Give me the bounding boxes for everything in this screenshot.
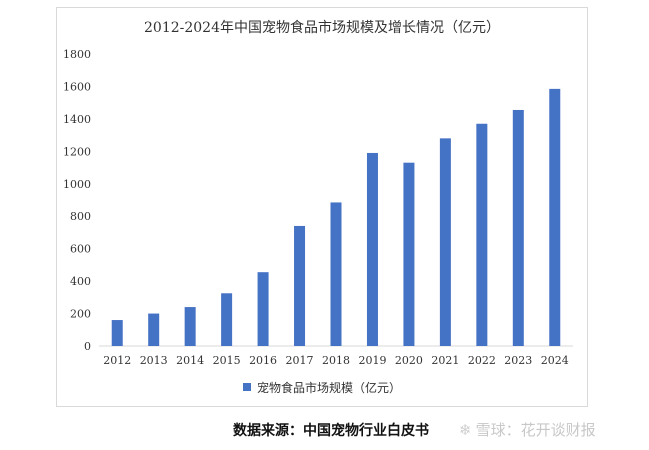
bar-2015: [221, 293, 233, 346]
x-tick-label: 2022: [468, 354, 496, 367]
bar-2024: [549, 88, 561, 346]
bar-2012: [111, 320, 123, 346]
chart-plot: 0 200 400 600 800 1000 1200 1400 1600 1800 2012 20…: [63, 48, 573, 367]
legend: 宠物食品市场规模（亿元）: [57, 379, 587, 396]
chart-frame: 2012-2024年中国宠物食品市场规模及增长情况（亿元） 0 200 400 600…: [56, 7, 588, 407]
x-tick-label: 2015: [213, 354, 241, 367]
legend-label: 宠物食品市场规模（亿元）: [256, 381, 401, 395]
y-tick-label: 800: [70, 210, 91, 223]
x-tick-label: 2013: [140, 354, 168, 367]
y-tick-label: 0: [84, 340, 91, 353]
x-tick-label: 2021: [431, 354, 459, 367]
y-tick-label: 400: [70, 275, 91, 288]
x-tick-label: 2016: [249, 354, 277, 367]
x-tick-label: 2012: [103, 354, 131, 367]
y-tick-label: 1400: [63, 113, 91, 126]
chart-title: 2012-2024年中国宠物食品市场规模及增长情况（亿元）: [144, 20, 500, 36]
watermark-text: 雪球：花开谈财报: [475, 421, 596, 439]
snowball-logo-icon: ❄: [459, 421, 472, 439]
bar-2018: [330, 202, 342, 346]
x-tick-label: 2019: [358, 354, 386, 367]
y-tick-label: 1200: [63, 145, 91, 158]
bar-2021: [439, 138, 451, 346]
x-tick-label: 2014: [176, 354, 204, 367]
bar-2013: [148, 313, 160, 346]
y-tick-label: 600: [70, 243, 91, 256]
x-tick-label: 2024: [541, 354, 569, 367]
legend-swatch: [242, 383, 251, 391]
y-tick-label: 1600: [63, 80, 91, 93]
x-tick-label: 2020: [395, 354, 423, 367]
x-tick-label: 2017: [286, 354, 314, 367]
bar-2019: [366, 152, 378, 346]
bar-2017: [294, 225, 306, 346]
y-tick-label: 1000: [63, 178, 91, 191]
bar-2022: [476, 123, 488, 346]
bar-2014: [184, 307, 196, 346]
bar-2023: [512, 109, 524, 346]
bar-2016: [257, 272, 269, 346]
source-note: 数据来源：中国宠物行业白皮书: [233, 423, 429, 439]
y-tick-label: 200: [70, 308, 91, 321]
x-tick-label: 2018: [322, 354, 350, 367]
x-tick-label: 2023: [504, 354, 532, 367]
bar-2020: [403, 162, 415, 346]
y-tick-label: 1800: [63, 48, 91, 61]
watermark: ❄ 雪球：花开谈财报: [459, 419, 596, 440]
